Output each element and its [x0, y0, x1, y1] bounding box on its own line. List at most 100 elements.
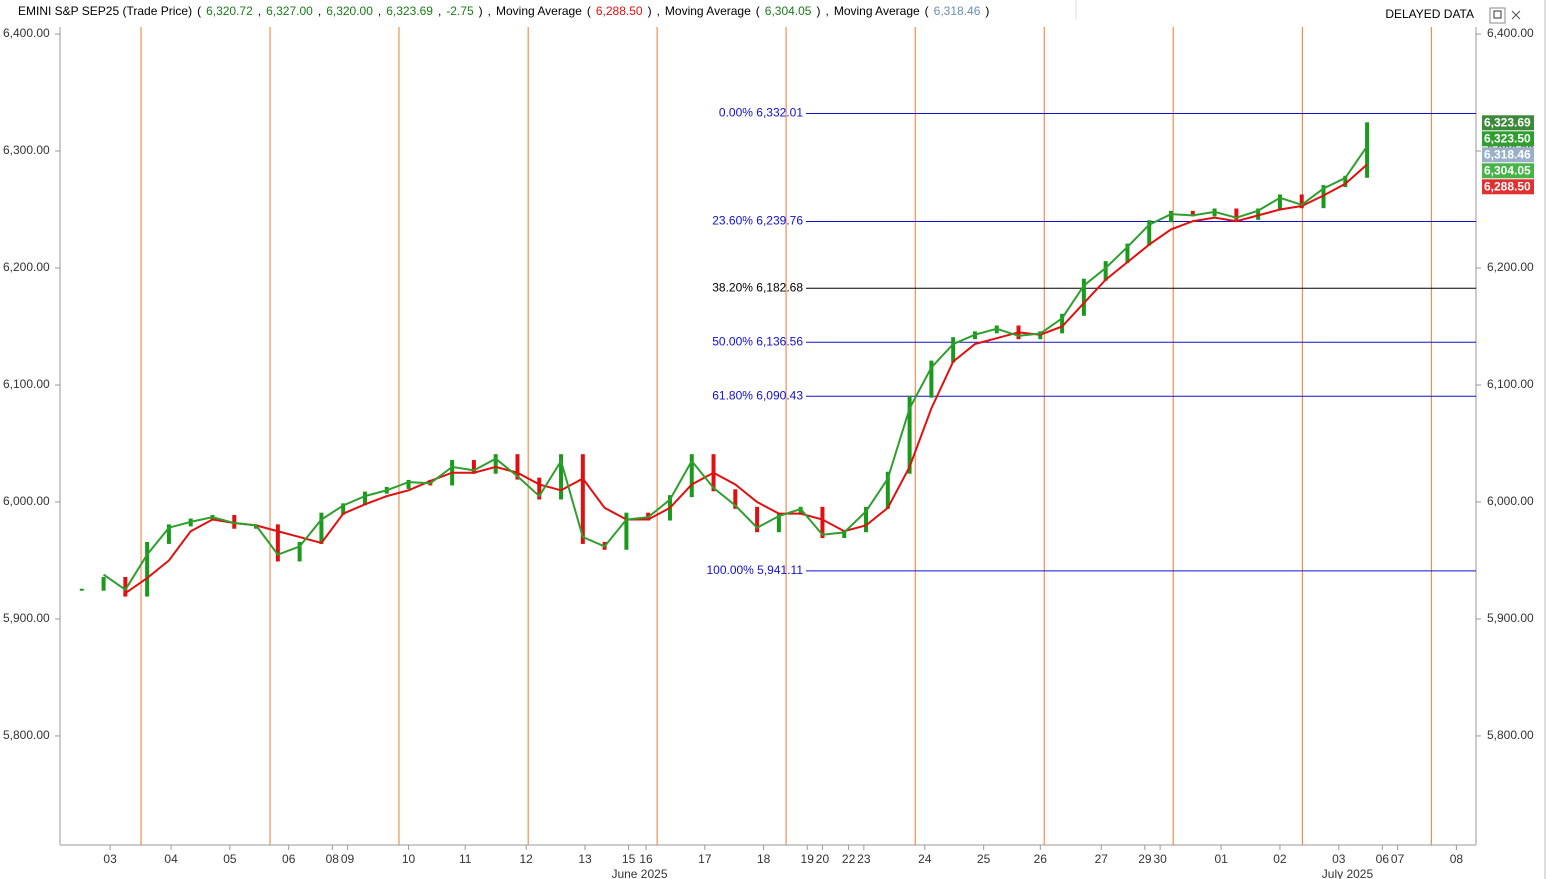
- x-tick-label: 30: [1153, 852, 1167, 866]
- price-bar: [1234, 208, 1239, 220]
- y-tick-label-right: 6,200.00: [1487, 260, 1534, 274]
- header-token: 6,304.05: [764, 4, 812, 18]
- header-token: ): [647, 4, 652, 18]
- price-bar: [232, 515, 237, 529]
- x-tick-label: 07: [1391, 852, 1405, 866]
- y-tick-label: 6,000.00: [3, 494, 50, 508]
- month-label: July 2025: [1322, 867, 1374, 879]
- header-token: (: [197, 4, 202, 18]
- y-tick-label-right: 6,100.00: [1487, 377, 1534, 391]
- x-tick-label: 17: [698, 852, 712, 866]
- header-token: ,: [377, 4, 382, 18]
- price-bar: [1169, 210, 1174, 223]
- price-bar: [406, 479, 411, 489]
- header-token: 6,323.69: [386, 4, 433, 18]
- y-tick-label-right: 5,900.00: [1487, 611, 1534, 625]
- header-token: (: [755, 4, 760, 18]
- header-token: 6,318.46: [933, 4, 981, 18]
- x-tick-label: 22: [842, 852, 856, 866]
- price-bar: [123, 577, 128, 597]
- x-tick-label: 03: [103, 852, 117, 866]
- header-token: Moving Average: [833, 4, 920, 18]
- last-price-box: [1482, 115, 1534, 131]
- header-token: 6,320.00: [326, 4, 373, 18]
- header-token: ,: [317, 4, 322, 18]
- y-tick-label: 6,400.00: [3, 26, 50, 40]
- price-bar: [515, 454, 520, 480]
- price-bar: [776, 512, 781, 533]
- price-bar: [341, 503, 346, 515]
- x-tick-label: 06: [282, 852, 296, 866]
- x-tick-label: 26: [1034, 852, 1048, 866]
- price-bar: [362, 491, 367, 506]
- header-token: EMINI S&P SEP25 (Trade Price): [18, 4, 193, 18]
- x-tick-label: 09: [341, 852, 355, 866]
- price-bar: [79, 588, 84, 591]
- price-bar: [1103, 261, 1108, 281]
- price-bar: [1365, 122, 1370, 178]
- x-tick-label: 12: [520, 852, 534, 866]
- last-price-label: 6,323.69: [1484, 115, 1531, 129]
- price-bar: [1190, 210, 1195, 217]
- y-tick-label-right: 5,800.00: [1487, 728, 1534, 742]
- x-tick-label: 08: [1450, 852, 1464, 866]
- header-token: ): [985, 4, 990, 18]
- price-bar: [885, 471, 890, 509]
- x-tick-label: 06: [1376, 852, 1390, 866]
- header-token: ,: [437, 4, 442, 18]
- price-bar: [733, 489, 738, 509]
- x-tick-label: 05: [223, 852, 237, 866]
- header-token: (: [586, 4, 591, 18]
- price-bar: [493, 454, 498, 474]
- moving-average: [124, 163, 1368, 595]
- header-token: ): [478, 4, 483, 18]
- x-tick-label: 18: [757, 852, 771, 866]
- header-token: Moving Average: [496, 4, 582, 18]
- price-bar: [580, 454, 585, 544]
- price-bar: [624, 512, 629, 550]
- price-bar: [1256, 208, 1261, 220]
- x-tick-label: 29: [1138, 852, 1152, 866]
- price-bar: [1125, 243, 1130, 264]
- last-price-box: [1482, 131, 1534, 147]
- x-tick-label: 27: [1095, 852, 1109, 866]
- header-token: -2.75: [446, 4, 474, 18]
- fib-label: 23.60% 6,239.76: [712, 214, 803, 228]
- x-tick-label: 08: [326, 852, 340, 866]
- price-bar: [1060, 313, 1065, 334]
- price-bar: [951, 337, 956, 363]
- header-token: 6,320.72: [206, 4, 253, 18]
- x-tick-label: 03: [1332, 852, 1346, 866]
- x-tick-label: 13: [578, 852, 592, 866]
- fib-label: 100.00% 5,941.11: [706, 563, 803, 577]
- restore-button[interactable]: [1489, 7, 1506, 24]
- month-label: June 2025: [611, 867, 667, 879]
- price-bar: [297, 541, 302, 562]
- y-tick-label: 6,100.00: [3, 377, 50, 391]
- price-bar: [275, 524, 280, 562]
- last-price-label: 6,304.05: [1484, 163, 1531, 177]
- header-token: ,: [257, 4, 262, 18]
- price-bar: [1081, 278, 1086, 316]
- y-tick-label-right: 6,400.00: [1487, 26, 1534, 40]
- close-button[interactable]: [1511, 10, 1521, 20]
- x-tick-label: 04: [164, 852, 178, 866]
- last-price-box: [1482, 179, 1534, 195]
- price-bar: [755, 506, 760, 533]
- x-tick-label: 02: [1273, 852, 1287, 866]
- x-tick-label: 01: [1214, 852, 1228, 866]
- price-bar: [319, 512, 324, 544]
- price-bar: [929, 360, 934, 398]
- restore-icon: [1493, 10, 1502, 19]
- header-token: ,: [487, 4, 492, 18]
- price-bar: [798, 506, 803, 515]
- fib-label: 38.20% 6,182.68: [712, 280, 803, 294]
- header-token: Moving Average: [664, 4, 751, 18]
- header: EMINI S&P SEP25 (Trade Price) (6,320.72, 6…: [18, 4, 989, 18]
- header-token: 6,327.00: [266, 4, 313, 18]
- price-bar: [537, 477, 542, 500]
- price-bar: [101, 577, 106, 591]
- price-bar: [1277, 194, 1282, 211]
